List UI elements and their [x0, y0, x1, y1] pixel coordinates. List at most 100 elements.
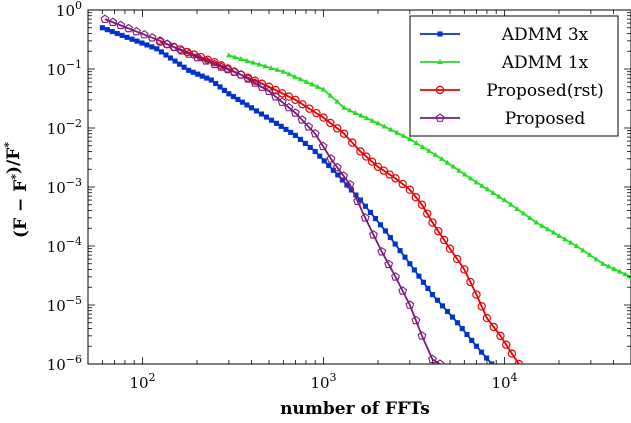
- legend-box: [409, 15, 619, 137]
- data-point: [348, 138, 357, 147]
- data-point: [286, 71, 292, 77]
- data-point: [405, 185, 415, 194]
- data-point: [154, 46, 160, 52]
- legend-marker: [437, 59, 443, 64]
- data-point: [263, 114, 270, 120]
- data-point: [423, 209, 432, 218]
- data-point: [373, 162, 383, 171]
- data-point: [484, 355, 490, 361]
- data-point: [235, 96, 241, 102]
- data-point: [139, 29, 149, 39]
- data-point: [119, 32, 125, 38]
- data-point: [304, 122, 314, 131]
- data-point: [297, 115, 307, 124]
- data-point: [104, 27, 110, 33]
- data-point: [226, 91, 232, 97]
- legend-item: ADMM 3x: [420, 25, 589, 45]
- data-point: [144, 42, 150, 48]
- data-point: [292, 73, 298, 79]
- data-point: [345, 179, 355, 189]
- y-tick-label: 10−2: [47, 117, 82, 138]
- data-point: [484, 186, 491, 192]
- data-point: [147, 33, 157, 42]
- data-point: [464, 331, 470, 338]
- data-point: [190, 69, 196, 75]
- data-point: [420, 279, 426, 285]
- data-point: [204, 75, 210, 81]
- data-point: [482, 313, 492, 323]
- data-point: [239, 99, 245, 105]
- data-point: [253, 108, 260, 114]
- data-point: [394, 129, 400, 135]
- data-point: [514, 359, 524, 364]
- legend-marker: [435, 113, 445, 122]
- data-point: [407, 136, 413, 142]
- data-point: [562, 236, 568, 242]
- data-point: [466, 277, 475, 287]
- data-point: [379, 166, 389, 175]
- data-point: [507, 349, 517, 358]
- data-point: [223, 64, 233, 74]
- data-point: [369, 230, 378, 239]
- data-point: [326, 154, 336, 163]
- legend: ADMM 3x ADMM 1x Proposed(rst) Proposed: [409, 15, 619, 137]
- y-tick-label: 10−1: [47, 58, 82, 79]
- data-point: [333, 124, 342, 133]
- series-admm-1x: [226, 52, 631, 279]
- data-point: [109, 29, 115, 35]
- data-point: [367, 157, 377, 166]
- data-point: [297, 76, 304, 82]
- data-point: [573, 243, 580, 248]
- legend-label: Proposed: [505, 109, 586, 129]
- data-point: [297, 136, 303, 142]
- data-point: [413, 140, 420, 146]
- data-point: [271, 91, 281, 101]
- data-point: [278, 89, 287, 98]
- data-point: [398, 179, 407, 189]
- data-point: [450, 163, 457, 169]
- data-point: [352, 109, 359, 115]
- data-point: [358, 112, 364, 118]
- data-point: [496, 331, 505, 341]
- data-point: [405, 300, 415, 309]
- y-tick-label: 10−3: [47, 176, 82, 197]
- data-point: [208, 77, 214, 83]
- data-point: [274, 66, 281, 72]
- data-point: [439, 303, 446, 309]
- data-point: [362, 203, 368, 209]
- data-point: [250, 78, 260, 87]
- series-line: [159, 40, 520, 364]
- data-point: [417, 331, 427, 340]
- data-point: [238, 56, 244, 62]
- data-point: [116, 20, 126, 30]
- data-point: [444, 159, 451, 165]
- data-point: [444, 308, 451, 315]
- data-point: [229, 67, 239, 76]
- data-point: [489, 361, 495, 364]
- series-layer: [99, 14, 631, 364]
- data-point: [250, 59, 256, 65]
- data-point: [411, 315, 421, 325]
- data-point: [339, 177, 345, 183]
- y-tick-label: 10−5: [47, 294, 82, 315]
- data-point: [439, 235, 449, 245]
- data-point: [375, 120, 381, 126]
- data-point: [428, 218, 437, 227]
- series-line: [104, 18, 441, 364]
- data-point: [387, 126, 394, 132]
- data-point: [416, 273, 422, 279]
- data-point: [131, 26, 141, 36]
- data-point: [312, 148, 318, 155]
- data-point: [586, 251, 593, 257]
- data-point: [381, 123, 388, 129]
- x-tick-label: 103: [310, 371, 336, 392]
- series-admm-3x: [99, 25, 495, 364]
- data-point: [490, 189, 497, 195]
- data-point: [134, 38, 140, 44]
- data-point: [429, 292, 436, 298]
- data-point: [264, 86, 274, 96]
- data-point: [600, 260, 606, 266]
- legend-item: ADMM 1x: [420, 53, 589, 73]
- data-point: [356, 147, 365, 156]
